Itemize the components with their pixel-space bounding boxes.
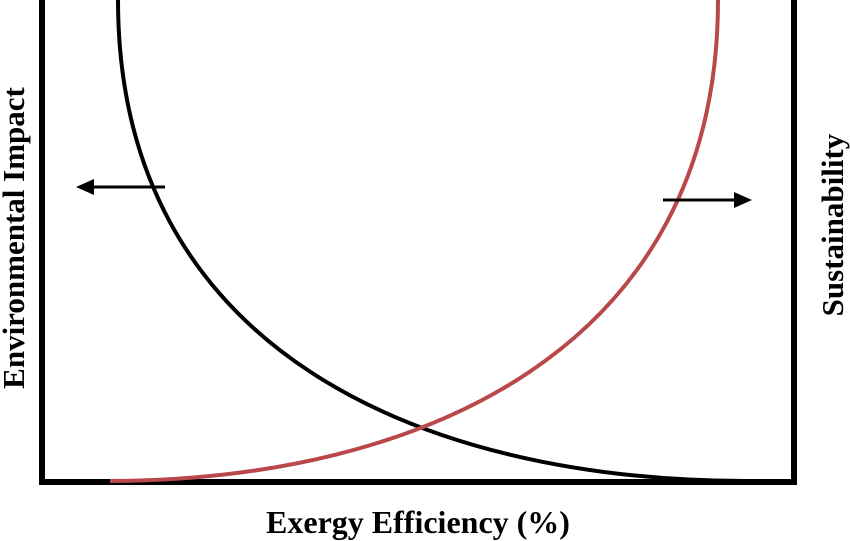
sustainability-curve — [109, 0, 720, 483]
left-axis-label: Environmental Impact — [0, 86, 31, 388]
x-axis-label: Exergy Efficiency (%) — [266, 504, 570, 540]
environmental-impact-curve — [116, 0, 746, 483]
left-arrow — [76, 179, 165, 195]
right-axis-label: Sustainability — [815, 133, 850, 316]
right-arrow — [663, 192, 752, 208]
